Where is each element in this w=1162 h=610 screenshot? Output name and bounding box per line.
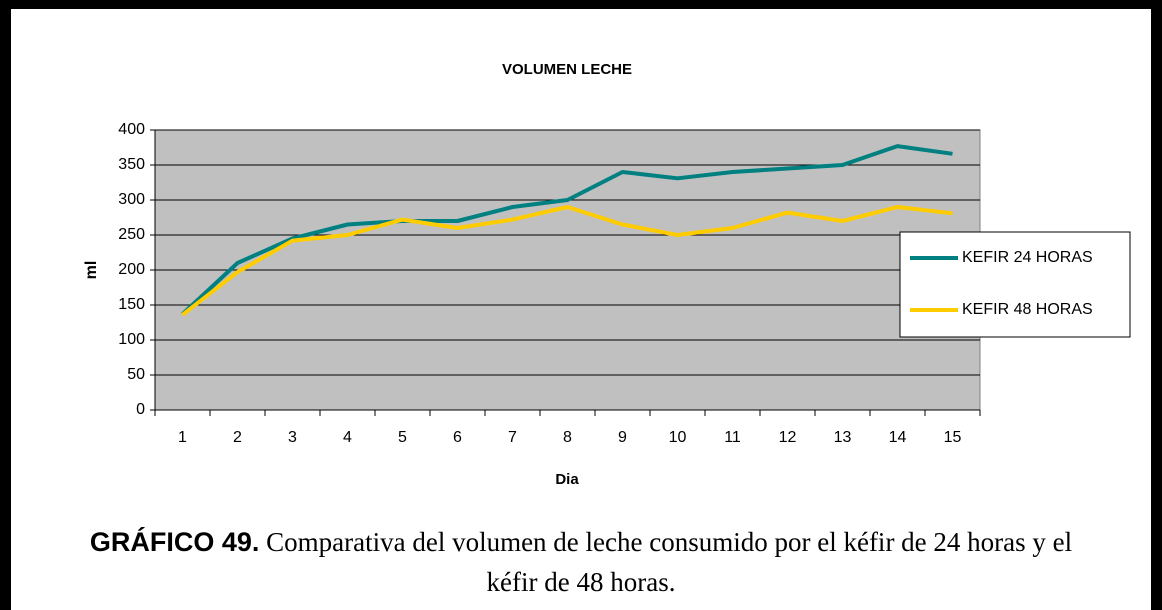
x-tick-label: 2 <box>233 429 242 446</box>
x-tick-label: 11 <box>724 429 741 446</box>
x-tick-label: 14 <box>889 429 907 446</box>
legend-box <box>899 231 1131 338</box>
y-tick-label: 100 <box>118 331 145 348</box>
y-tick-label: 200 <box>118 261 145 278</box>
x-tick-label: 7 <box>508 429 517 446</box>
x-tick-label: 15 <box>944 429 962 446</box>
x-tick-label: 9 <box>618 429 627 446</box>
x-tick-label: 12 <box>779 429 797 446</box>
caption-text: Comparativa del volumen de leche consumi… <box>259 527 1073 597</box>
x-tick-label: 6 <box>453 429 462 446</box>
y-tick-label: 150 <box>118 296 145 313</box>
series-line <box>181 144 953 316</box>
legend-label: KEFIR 48 HORAS <box>962 301 1093 318</box>
x-tick-label: 13 <box>834 429 852 446</box>
y-tick-label: 350 <box>118 156 145 173</box>
legend-label: KEFIR 24 HORAS <box>962 249 1093 266</box>
y-tick-label: 250 <box>118 226 145 243</box>
caption-label: GRÁFICO 49. <box>89 527 260 557</box>
chart-title: VOLUMEN LECHE <box>502 61 632 78</box>
x-tick-label: 1 <box>178 429 187 446</box>
series-line <box>181 205 953 317</box>
x-tick-label: 5 <box>398 429 407 446</box>
x-tick-label: 10 <box>669 429 687 446</box>
y-axis-label: ml <box>83 261 100 280</box>
x-tick-label: 8 <box>563 429 572 446</box>
x-axis-label: Dia <box>555 471 579 488</box>
y-tick-label: 50 <box>127 366 145 383</box>
x-tick-label: 3 <box>288 429 297 446</box>
y-tick-label: 0 <box>136 401 145 418</box>
x-tick-label: 4 <box>343 429 352 446</box>
y-tick-label: 400 <box>118 121 145 138</box>
y-tick-label: 300 <box>118 191 145 208</box>
caption: GRÁFICO 49. Comparativa del volumen de l… <box>80 522 1082 602</box>
